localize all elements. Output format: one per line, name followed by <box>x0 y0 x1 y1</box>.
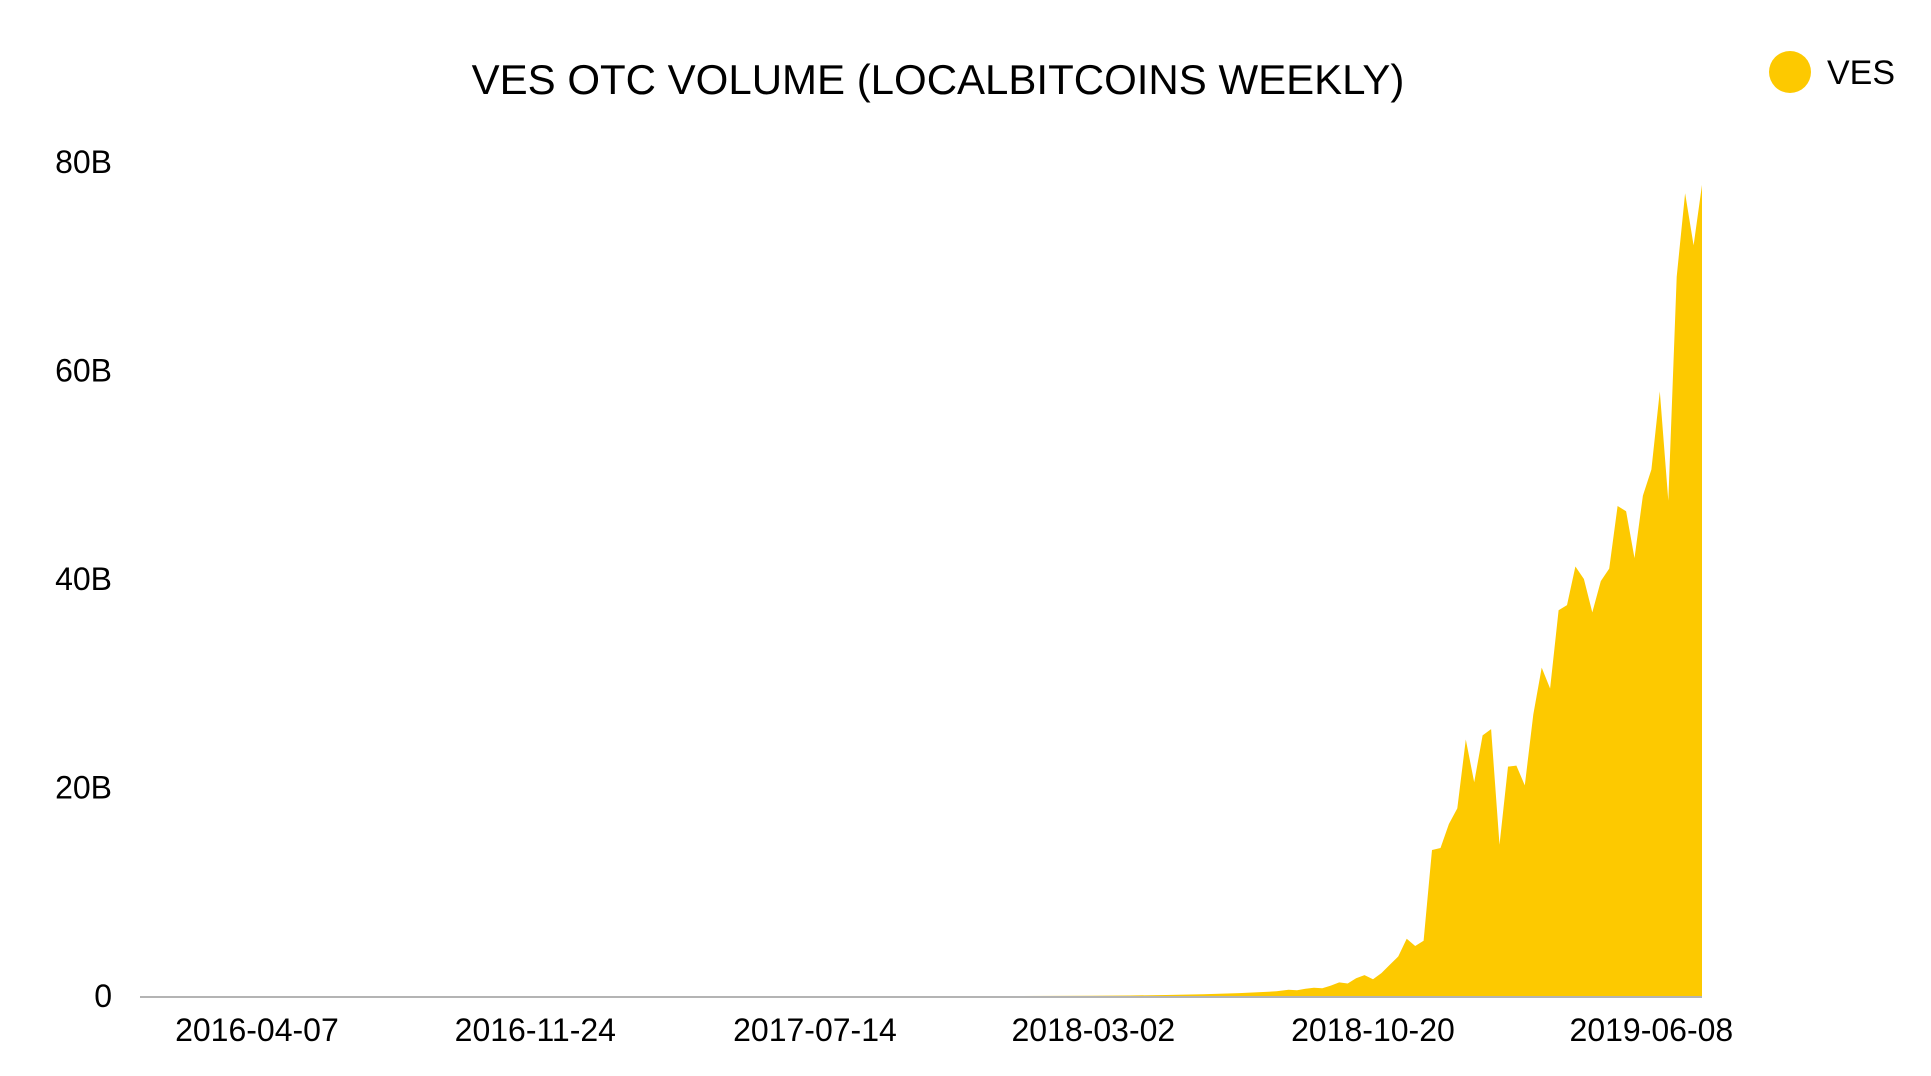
y-tick-label: 40B <box>55 561 112 597</box>
x-axis-ticks: 2016-04-07 2016-11-24 2017-07-14 2018-03-02… <box>175 1012 1733 1048</box>
plot-area <box>140 184 1702 996</box>
y-tick-label: 80B <box>55 144 112 180</box>
x-tick-label: 2017-07-14 <box>733 1012 897 1048</box>
y-tick-label: 60B <box>55 353 112 389</box>
y-tick-label: 0 <box>94 978 112 1014</box>
chart-title: VES OTC VOLUME (LOCALBITCOINS WEEKLY) <box>472 56 1405 103</box>
y-tick-label: 20B <box>55 770 112 806</box>
x-tick-label: 2018-10-20 <box>1291 1012 1455 1048</box>
y-axis-ticks: 0 20B 40B 60B 80B <box>55 144 112 1014</box>
series-area-ves[interactable] <box>140 184 1702 996</box>
legend-label-ves: VES <box>1827 54 1895 92</box>
x-tick-label: 2016-04-07 <box>175 1012 339 1048</box>
legend[interactable]: VES <box>1769 51 1895 93</box>
x-tick-label: 2019-06-08 <box>1570 1012 1734 1048</box>
x-tick-label: 2016-11-24 <box>455 1012 616 1048</box>
legend-swatch-ves <box>1769 51 1811 93</box>
x-tick-label: 2018-03-02 <box>1012 1012 1176 1048</box>
